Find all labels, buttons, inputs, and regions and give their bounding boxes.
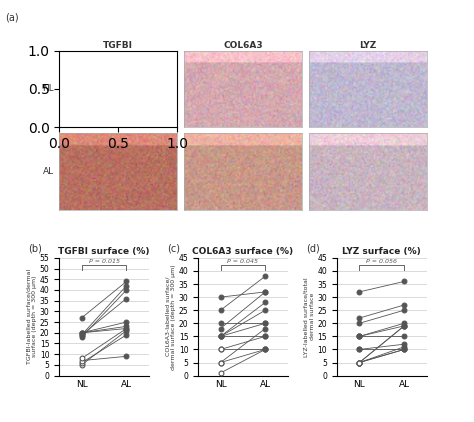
Text: (c): (c): [167, 244, 180, 254]
Point: [123, 278, 130, 285]
Point: [262, 333, 269, 340]
Point: [401, 346, 408, 353]
Point: [217, 346, 224, 353]
Title: LYZ surface (%): LYZ surface (%): [342, 247, 421, 256]
Point: [356, 359, 363, 366]
Point: [262, 307, 269, 314]
Point: [123, 295, 130, 302]
Point: [356, 333, 363, 340]
Point: [123, 332, 130, 338]
Point: [123, 323, 130, 330]
Point: [401, 341, 408, 348]
Text: P = 0.015: P = 0.015: [89, 259, 119, 264]
Point: [78, 334, 85, 341]
Point: [356, 333, 363, 340]
Point: [401, 307, 408, 314]
Point: [123, 327, 130, 334]
Point: [123, 325, 130, 332]
Point: [262, 333, 269, 340]
Point: [262, 289, 269, 295]
Point: [78, 330, 85, 336]
Point: [123, 325, 130, 332]
Point: [217, 325, 224, 332]
Point: [123, 353, 130, 360]
Point: [356, 359, 363, 366]
Point: [262, 320, 269, 327]
Title: TGFBI surface (%): TGFBI surface (%): [58, 247, 150, 256]
Point: [78, 332, 85, 338]
Point: [401, 320, 408, 327]
Text: P = 0.045: P = 0.045: [228, 259, 258, 264]
Point: [401, 322, 408, 329]
Point: [262, 289, 269, 295]
Point: [217, 294, 224, 300]
Point: [78, 332, 85, 338]
Point: [78, 360, 85, 366]
Point: [401, 302, 408, 308]
Title: TGFBI: TGFBI: [103, 41, 133, 50]
Text: (b): (b): [28, 244, 42, 254]
Point: [217, 320, 224, 327]
Point: [262, 346, 269, 353]
Point: [217, 359, 224, 366]
Point: [356, 289, 363, 295]
Point: [78, 362, 85, 368]
Point: [356, 333, 363, 340]
Point: [78, 330, 85, 336]
Point: [123, 282, 130, 289]
Point: [78, 330, 85, 336]
Point: [356, 359, 363, 366]
Point: [401, 344, 408, 350]
Point: [356, 346, 363, 353]
Y-axis label: TGFBI-labelled surface/dermal
surface (depth = 300 μm): TGFBI-labelled surface/dermal surface (d…: [26, 269, 37, 364]
Point: [356, 320, 363, 327]
Point: [262, 320, 269, 327]
Point: [356, 346, 363, 353]
Point: [78, 355, 85, 362]
Title: COL6A3 surface (%): COL6A3 surface (%): [192, 247, 293, 256]
Point: [217, 359, 224, 366]
Text: (d): (d): [306, 244, 319, 254]
Point: [78, 314, 85, 321]
Point: [123, 319, 130, 325]
Text: (a): (a): [5, 13, 18, 23]
Y-axis label: AL: AL: [43, 167, 54, 176]
Point: [401, 278, 408, 285]
Point: [217, 333, 224, 340]
Title: LYZ: LYZ: [359, 41, 376, 50]
Point: [356, 359, 363, 366]
Point: [401, 346, 408, 353]
Title: COL6A3: COL6A3: [223, 41, 263, 50]
Text: P = 0.056: P = 0.056: [366, 259, 397, 264]
Y-axis label: COL6A3-labelled surface/
dermal surface (depth = 300 μm): COL6A3-labelled surface/ dermal surface …: [165, 264, 176, 370]
Point: [356, 359, 363, 366]
Point: [262, 346, 269, 353]
Y-axis label: LYZ-labelled surface/total
dermal surface: LYZ-labelled surface/total dermal surfac…: [304, 277, 315, 357]
Point: [217, 370, 224, 376]
Y-axis label: NL: NL: [42, 84, 54, 93]
Point: [123, 287, 130, 293]
Point: [401, 322, 408, 329]
Point: [217, 333, 224, 340]
Point: [262, 273, 269, 280]
Point: [401, 333, 408, 340]
Point: [262, 346, 269, 353]
Point: [262, 325, 269, 332]
Point: [78, 357, 85, 364]
Point: [262, 299, 269, 306]
Point: [401, 322, 408, 329]
Point: [356, 315, 363, 322]
Point: [217, 346, 224, 353]
Point: [401, 346, 408, 353]
Point: [217, 307, 224, 314]
Point: [217, 333, 224, 340]
Point: [217, 333, 224, 340]
